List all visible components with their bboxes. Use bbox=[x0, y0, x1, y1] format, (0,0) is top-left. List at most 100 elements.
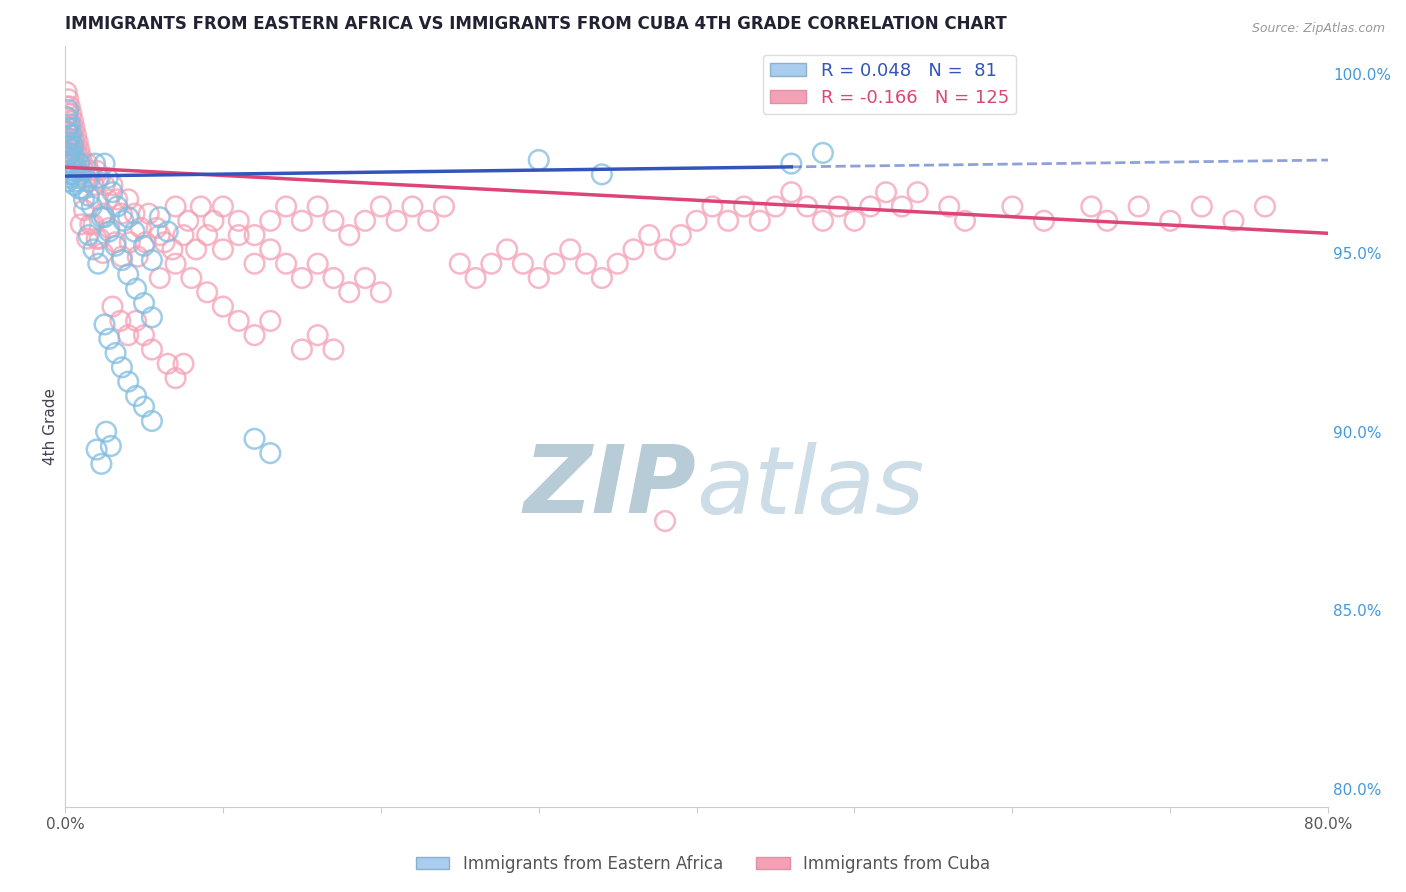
Point bbox=[1080, 200, 1102, 214]
Point bbox=[97, 192, 120, 206]
Point bbox=[212, 300, 235, 314]
Point bbox=[828, 200, 851, 214]
Point bbox=[63, 135, 86, 149]
Point bbox=[63, 178, 86, 192]
Point bbox=[65, 128, 87, 142]
Point bbox=[67, 181, 90, 195]
Point bbox=[59, 138, 82, 153]
Text: IMMIGRANTS FROM EASTERN AFRICA VS IMMIGRANTS FROM CUBA 4TH GRADE CORRELATION CHA: IMMIGRANTS FROM EASTERN AFRICA VS IMMIGR… bbox=[65, 15, 1007, 33]
Point bbox=[512, 257, 534, 271]
Point bbox=[322, 271, 344, 285]
Point bbox=[60, 106, 83, 120]
Point bbox=[98, 332, 121, 346]
Point bbox=[875, 185, 897, 199]
Point bbox=[141, 253, 163, 268]
Point bbox=[86, 232, 108, 246]
Point bbox=[55, 124, 77, 138]
Point bbox=[385, 214, 408, 228]
Point bbox=[145, 221, 167, 235]
Point bbox=[307, 200, 329, 214]
Point bbox=[669, 228, 692, 243]
Point bbox=[780, 185, 803, 199]
Point bbox=[259, 214, 281, 228]
Point bbox=[117, 192, 139, 206]
Point bbox=[1191, 200, 1213, 214]
Point bbox=[117, 211, 139, 225]
Point bbox=[527, 153, 550, 167]
Point bbox=[654, 514, 676, 528]
Point bbox=[259, 243, 281, 257]
Point bbox=[141, 414, 163, 428]
Point bbox=[77, 188, 100, 202]
Point bbox=[125, 314, 148, 328]
Point bbox=[274, 200, 297, 214]
Point bbox=[243, 432, 266, 446]
Point bbox=[93, 178, 115, 192]
Point bbox=[591, 271, 613, 285]
Point bbox=[638, 228, 661, 243]
Point bbox=[60, 120, 83, 135]
Point bbox=[67, 142, 90, 156]
Point bbox=[124, 225, 146, 239]
Point bbox=[938, 200, 960, 214]
Point bbox=[165, 257, 187, 271]
Point bbox=[105, 200, 128, 214]
Point bbox=[58, 135, 80, 149]
Point bbox=[63, 163, 86, 178]
Point bbox=[401, 200, 423, 214]
Point bbox=[195, 228, 218, 243]
Point bbox=[859, 200, 882, 214]
Point bbox=[62, 153, 84, 167]
Point bbox=[65, 160, 87, 174]
Point bbox=[66, 170, 89, 185]
Point bbox=[418, 214, 440, 228]
Point bbox=[560, 243, 582, 257]
Point bbox=[62, 142, 84, 156]
Point bbox=[72, 156, 94, 170]
Point bbox=[62, 167, 84, 181]
Point bbox=[464, 271, 486, 285]
Point bbox=[104, 235, 127, 250]
Point bbox=[149, 271, 172, 285]
Point bbox=[93, 211, 115, 225]
Point bbox=[59, 113, 82, 128]
Point bbox=[76, 174, 98, 188]
Point bbox=[90, 457, 112, 471]
Point bbox=[449, 257, 471, 271]
Point bbox=[58, 145, 80, 160]
Point bbox=[55, 124, 77, 138]
Point bbox=[543, 257, 565, 271]
Point bbox=[153, 235, 176, 250]
Point bbox=[337, 228, 360, 243]
Point bbox=[132, 328, 155, 343]
Point bbox=[59, 131, 82, 145]
Point bbox=[132, 239, 155, 253]
Point bbox=[354, 214, 377, 228]
Point bbox=[65, 174, 87, 188]
Point bbox=[307, 328, 329, 343]
Point bbox=[702, 200, 724, 214]
Point bbox=[110, 314, 132, 328]
Point bbox=[86, 163, 108, 178]
Point bbox=[953, 214, 976, 228]
Point bbox=[59, 145, 82, 160]
Point bbox=[105, 192, 128, 206]
Point bbox=[228, 214, 250, 228]
Point bbox=[177, 214, 200, 228]
Legend: Immigrants from Eastern Africa, Immigrants from Cuba: Immigrants from Eastern Africa, Immigran… bbox=[409, 848, 997, 880]
Point bbox=[117, 375, 139, 389]
Point bbox=[337, 285, 360, 300]
Point bbox=[59, 128, 82, 142]
Point bbox=[243, 228, 266, 243]
Point bbox=[112, 214, 135, 228]
Point bbox=[58, 174, 80, 188]
Point bbox=[84, 156, 107, 170]
Point bbox=[58, 120, 80, 135]
Point bbox=[135, 235, 157, 250]
Point bbox=[58, 92, 80, 106]
Point bbox=[202, 214, 225, 228]
Point bbox=[67, 156, 90, 170]
Point bbox=[82, 218, 104, 232]
Point bbox=[141, 343, 163, 357]
Point bbox=[370, 200, 392, 214]
